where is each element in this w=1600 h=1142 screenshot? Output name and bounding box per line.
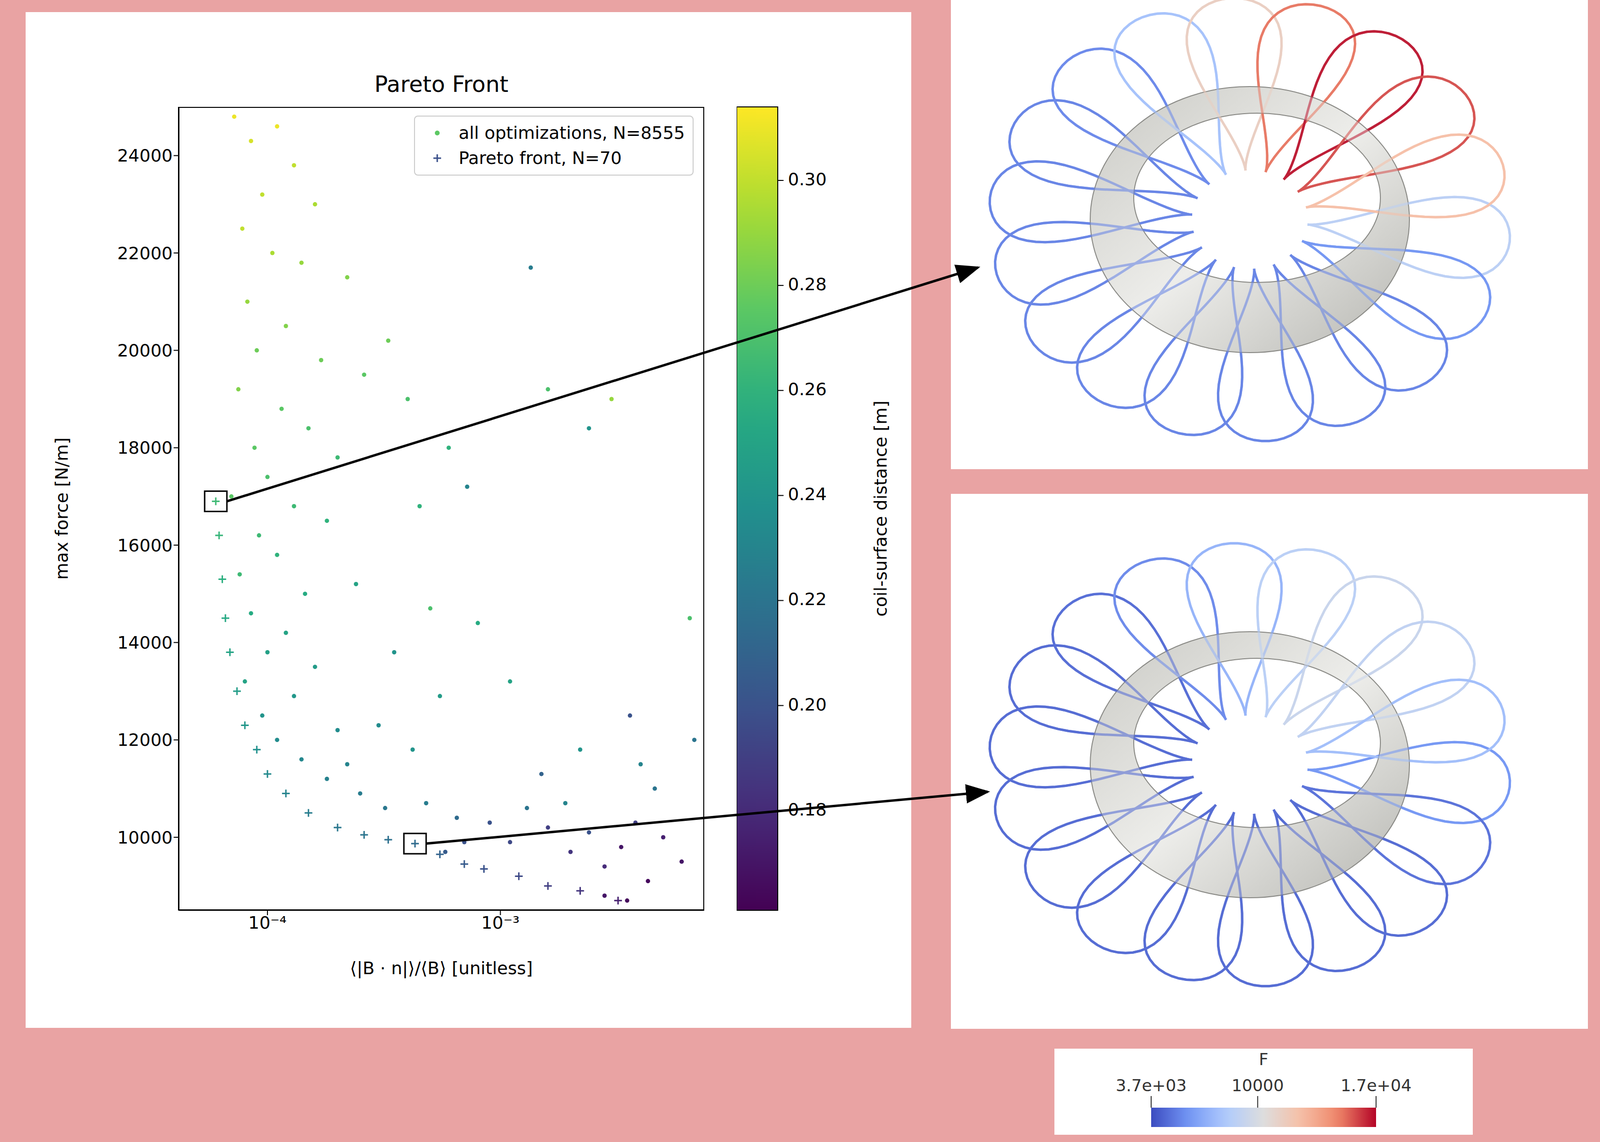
svg-text:14000: 14000 (117, 632, 173, 653)
svg-text:0.30: 0.30 (787, 169, 827, 190)
svg-text:10000: 10000 (1231, 1075, 1284, 1096)
svg-text:0.24: 0.24 (787, 484, 827, 504)
svg-text:1.7e+04: 1.7e+04 (1340, 1075, 1412, 1096)
svg-text:0.26: 0.26 (787, 379, 827, 400)
svg-text:0.18: 0.18 (787, 799, 827, 820)
html-text:Pareto Front: Pareto Front (374, 71, 509, 98)
svg-text:18000: 18000 (117, 437, 173, 458)
svg-text:20000: 20000 (117, 340, 173, 361)
svg-text:0.28: 0.28 (787, 274, 827, 295)
svg-text:⟨|B · n|⟩/⟨B⟩ [unitless]: ⟨|B · n|⟩/⟨B⟩ [unitless] (349, 958, 533, 979)
html-text:Pareto front, N=70: Pareto front, N=70 (458, 148, 622, 168)
svg-text:10⁻³: 10⁻³ (481, 912, 520, 933)
svg-text:0.22: 0.22 (787, 589, 827, 609)
svg-text:F: F (1259, 1049, 1269, 1069)
svg-text:10⁻⁴: 10⁻⁴ (248, 912, 287, 933)
svg-text:0.20: 0.20 (787, 694, 827, 715)
svg-text:3.7e+03: 3.7e+03 (1115, 1075, 1187, 1096)
svg-text:10000: 10000 (117, 827, 173, 848)
svg-text:coil-surface distance [m]: coil-surface distance [m] (870, 400, 891, 617)
svg-text:24000: 24000 (117, 145, 173, 166)
svg-text:16000: 16000 (117, 535, 173, 556)
svg-text:max force [N/m]: max force [N/m] (51, 437, 72, 580)
html-text:all optimizations, N=8555: all optimizations, N=8555 (458, 122, 685, 143)
svg-text:12000: 12000 (117, 729, 173, 750)
svg-text:22000: 22000 (117, 243, 173, 264)
